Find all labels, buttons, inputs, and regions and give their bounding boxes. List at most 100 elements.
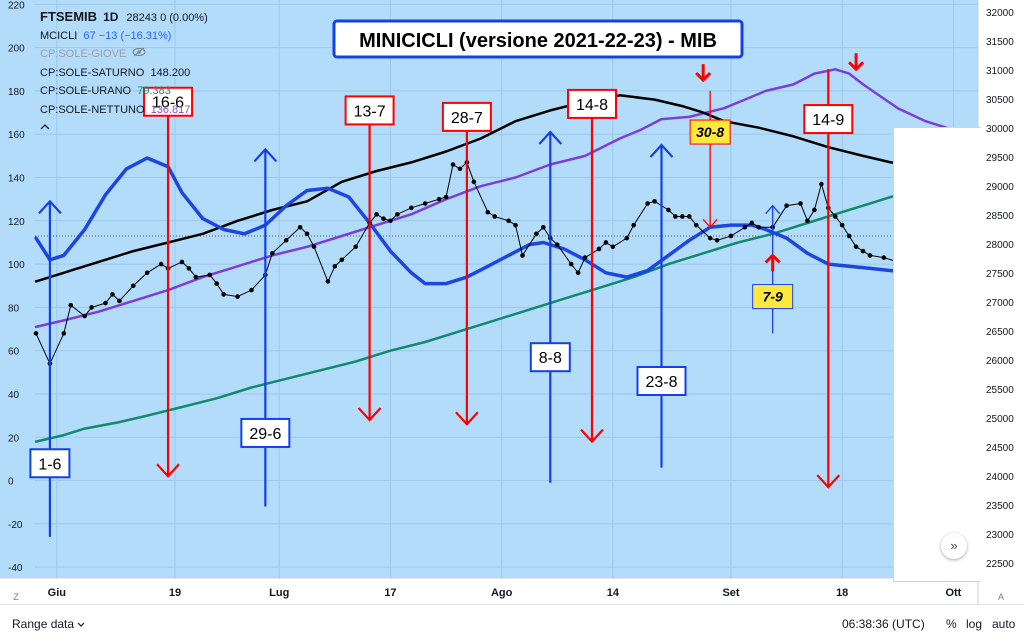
cycle-arrow-13-7[interactable]: 13-7 (344, 95, 395, 422)
left-tick-label: 220 (8, 0, 25, 11)
clock-readout[interactable]: 06:38:36 (UTC) (842, 617, 925, 631)
price-point (693, 222, 699, 228)
percent-scale-toggle[interactable]: % (946, 617, 957, 631)
cycle-arrow-14-9[interactable]: 14-9 (803, 69, 854, 489)
price-point (680, 214, 685, 219)
right-tick-label: 24500 (986, 443, 1014, 454)
chevron-up-icon[interactable] (40, 123, 50, 131)
arrow-head (538, 130, 563, 145)
cycle-arrow-8-8[interactable]: 8-8 (529, 130, 571, 483)
left-tick-label: -40 (8, 563, 23, 574)
minor-marker-7-9[interactable]: 7-9 (752, 204, 794, 334)
legend-value-saturno: 148.200 (150, 66, 191, 79)
cycle-arrow-29-6[interactable]: 29-6 (240, 147, 291, 507)
minor-label: 7-9 (763, 289, 783, 305)
price-point (443, 194, 449, 200)
x-tick-label: Lug (269, 587, 289, 599)
cycle-arrow-1-6[interactable]: 1-6 (29, 199, 71, 537)
x-tick-label: Ago (491, 587, 513, 599)
eye-hidden-icon[interactable] (132, 47, 146, 57)
price-point (728, 233, 734, 239)
bold-arrow-head (848, 61, 865, 72)
legend-row-saturno[interactable]: CP:SOLE-SATURNO 148.200 (40, 64, 208, 83)
legend-row-urano[interactable]: CP:SOLE-URANO 79.383 (40, 82, 208, 101)
cycle-arrow-23-8[interactable]: 23-8 (636, 143, 687, 468)
bold-red-arrow (695, 64, 712, 83)
price-point (68, 302, 74, 308)
date-label: 13-7 (354, 103, 386, 120)
price-point (596, 246, 602, 252)
auto-scale-toggle[interactable]: auto (992, 617, 1016, 631)
price-point (485, 209, 491, 215)
date-range-button[interactable]: Range data (12, 617, 85, 631)
price-point (860, 248, 866, 254)
legend-label-nettuno: CP:SOLE-NETTUNO (40, 103, 145, 116)
right-axis[interactable] (978, 0, 1024, 604)
left-tick-label: 200 (8, 44, 25, 55)
price-point (395, 212, 400, 217)
scroll-to-realtime-button[interactable]: » (941, 533, 967, 559)
cycle-arrow-16-6[interactable]: 16-6 (143, 86, 194, 478)
price-point (631, 222, 636, 228)
price-point (624, 235, 630, 241)
legend-label-urano: CP:SOLE-URANO (40, 85, 132, 97)
left-tick-label: 100 (8, 260, 25, 271)
cycle-arrow-28-7[interactable]: 28-7 (441, 101, 492, 426)
axis-labels: -40 -20 0 20 40 60 80 100 120 140 160 180 200 220 2250… (8, 0, 1014, 599)
legend-collapse-row[interactable] (40, 119, 208, 138)
legend-symbol-row[interactable]: FTSEMIB 1D 28243 0 (0.00%) (40, 8, 208, 27)
legend-row-giove[interactable]: CP:SOLE-GIOVE (40, 45, 208, 64)
bold-arrow-head (764, 253, 781, 264)
date-label: 28-7 (451, 110, 483, 127)
left-tick-label: -20 (8, 520, 23, 531)
right-tick-label: 27000 (986, 298, 1014, 309)
right-tick-label: 25000 (986, 414, 1014, 425)
chart-canvas[interactable]: -40 -20 0 20 40 60 80 100 120 140 160 180 200 220 2250… (0, 0, 1024, 604)
date-label: 16-6 (152, 95, 184, 112)
annotations-layer: 1-6 16-6 29-6 13-7 28-7 8-8 14-8 23-8 14-9 30-8 7-… (29, 53, 865, 537)
legend-row-mcicli[interactable]: MCICLI 67 −13 (−16.31%) (40, 27, 208, 46)
left-axis[interactable] (0, 0, 35, 578)
time-axis[interactable] (0, 578, 1024, 604)
x-tick-label: 18 (836, 587, 848, 599)
right-tick-label: 27500 (986, 269, 1014, 280)
corner-left-label[interactable]: Z (13, 592, 19, 602)
price-point (812, 207, 817, 213)
chart-title-frame (332, 19, 744, 59)
date-label-box (567, 88, 617, 119)
price-point (603, 240, 609, 245)
legend-label-saturno: CP:SOLE-SATURNO (40, 66, 145, 79)
price-point (304, 231, 310, 237)
legend-symbol[interactable]: FTSEMIB (40, 9, 98, 24)
date-label: 8-8 (539, 350, 562, 367)
arrow-head (455, 411, 479, 426)
price-point (756, 225, 762, 230)
log-scale-toggle[interactable]: log (966, 617, 983, 631)
date-range-label: Range data (12, 617, 75, 631)
price-point (881, 255, 887, 260)
price-point (436, 196, 442, 202)
cycle-arrow-14-8[interactable]: 14-8 (567, 88, 617, 444)
series-line-cp-sole-urano[interactable] (34, 193, 913, 443)
price-point (353, 244, 359, 250)
right-tick-label: 30500 (986, 95, 1014, 106)
right-tick-label: 26000 (986, 356, 1014, 367)
right-tick-label: 23000 (986, 530, 1014, 541)
blank-overlay-panel (893, 127, 981, 582)
right-tick-label: 28500 (986, 211, 1014, 222)
price-point (645, 201, 650, 206)
price-point (846, 233, 852, 239)
legend-value-urano: 79.383 (137, 85, 171, 97)
series-line-cp-sole-saturno[interactable] (34, 94, 913, 283)
price-point (311, 244, 317, 250)
legend-row-nettuno[interactable]: CP:SOLE-NETTUNO 136.817 (40, 101, 208, 120)
corner-right-label[interactable]: A (998, 592, 1004, 602)
right-tick-label: 23500 (986, 501, 1014, 512)
date-label: 14-8 (576, 97, 608, 114)
date-label: 29-6 (249, 426, 281, 443)
bold-red-arrow (764, 253, 781, 272)
legend-change: 0 (0.00%) (160, 12, 208, 24)
minor-label-box (689, 119, 731, 145)
legend-timeframe[interactable]: 1D (103, 10, 119, 24)
minor-marker-30-8[interactable]: 30-8 (689, 90, 731, 229)
